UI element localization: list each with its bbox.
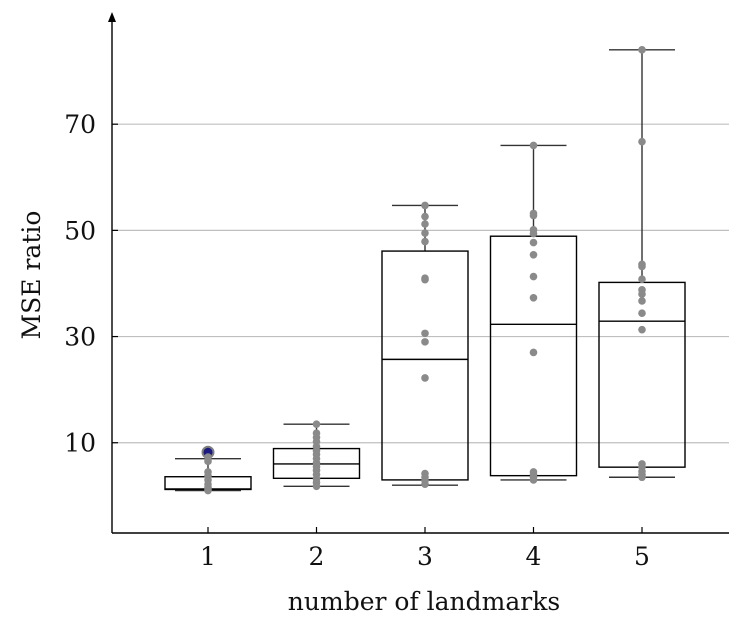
data-point	[529, 250, 538, 259]
data-point	[529, 209, 538, 218]
x-tick-label: 2	[309, 542, 325, 571]
box-group-1	[164, 445, 252, 495]
box-group-5	[598, 46, 686, 482]
data-point	[421, 274, 429, 282]
x-tick-label: 1	[200, 542, 216, 571]
x-tick-label: 3	[417, 542, 433, 571]
x-tick-label: 5	[634, 542, 650, 571]
data-point	[421, 338, 429, 346]
data-point	[638, 309, 646, 317]
y-tick-label: 70	[64, 110, 96, 139]
tick-labels: 10 30 50 70 1 2 3 4 5	[64, 110, 650, 571]
y-tick-label: 50	[64, 216, 96, 245]
data-point	[638, 286, 646, 294]
y-axis-arrow-icon	[108, 12, 116, 22]
data-point	[529, 141, 538, 150]
data-point	[204, 453, 212, 461]
data-point	[638, 325, 646, 334]
data-point	[312, 420, 321, 428]
data-point	[312, 429, 321, 437]
box-group-3	[381, 201, 469, 488]
data-point	[529, 348, 538, 357]
axes	[108, 12, 729, 534]
data-point	[421, 229, 429, 237]
y-tick-label: 10	[64, 429, 96, 458]
box-group-4	[489, 141, 578, 484]
box-group-2	[272, 420, 361, 491]
grid-lines	[112, 123, 729, 444]
data-point	[421, 374, 429, 382]
box-iqr	[381, 250, 469, 481]
data-point	[529, 468, 538, 476]
data-point	[204, 468, 212, 476]
x-tick-label: 4	[526, 542, 542, 571]
data-point	[638, 275, 646, 284]
data-point	[529, 238, 538, 247]
data-point	[421, 201, 429, 210]
data-point	[421, 220, 429, 228]
data-point	[529, 226, 538, 234]
x-axis-title: number of landmarks	[288, 587, 560, 616]
data-point	[421, 329, 429, 338]
data-point	[529, 272, 538, 281]
data-point	[529, 293, 538, 302]
data-point	[638, 46, 646, 54]
data-point	[638, 137, 646, 146]
data-point	[638, 260, 646, 269]
data-point	[421, 237, 429, 246]
data-point	[638, 297, 646, 305]
box-series	[164, 46, 686, 495]
data-point	[638, 460, 646, 468]
y-tick-label: 30	[64, 323, 96, 352]
data-point	[421, 469, 429, 478]
data-point	[421, 212, 429, 221]
y-axis-title: MSE ratio	[17, 211, 46, 340]
